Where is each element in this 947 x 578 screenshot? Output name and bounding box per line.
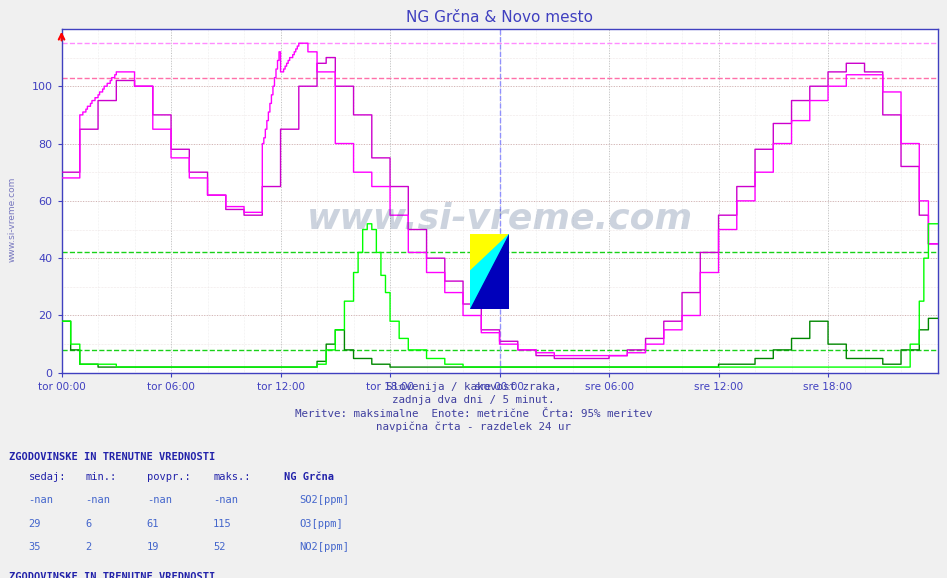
Text: 52: 52 (213, 542, 225, 551)
Text: Slovenija / kakovost zraka,: Slovenija / kakovost zraka, (385, 382, 562, 392)
Polygon shape (470, 234, 509, 309)
Text: -nan: -nan (85, 495, 110, 505)
Text: maks.:: maks.: (213, 472, 251, 482)
Text: NG Grčna: NG Grčna (284, 472, 334, 482)
Text: 35: 35 (28, 542, 41, 551)
Polygon shape (470, 234, 509, 272)
Title: NG Grčna & Novo mesto: NG Grčna & Novo mesto (406, 10, 593, 25)
Text: navpična črta - razdelek 24 ur: navpična črta - razdelek 24 ur (376, 421, 571, 432)
Polygon shape (470, 234, 509, 309)
Text: povpr.:: povpr.: (147, 472, 190, 482)
Text: O3[ppm]: O3[ppm] (299, 518, 343, 528)
Text: 2: 2 (85, 542, 92, 551)
Text: 115: 115 (213, 518, 232, 528)
Text: -nan: -nan (213, 495, 238, 505)
Text: 6: 6 (85, 518, 92, 528)
Text: ZGODOVINSKE IN TRENUTNE VREDNOSTI: ZGODOVINSKE IN TRENUTNE VREDNOSTI (9, 572, 216, 578)
Text: Meritve: maksimalne  Enote: metrične  Črta: 95% meritev: Meritve: maksimalne Enote: metrične Črta… (295, 409, 652, 418)
Text: www.si-vreme.com: www.si-vreme.com (307, 201, 692, 235)
Text: -nan: -nan (147, 495, 171, 505)
Text: SO2[ppm]: SO2[ppm] (299, 495, 349, 505)
Text: 61: 61 (147, 518, 159, 528)
Text: sedaj:: sedaj: (28, 472, 66, 482)
Text: 19: 19 (147, 542, 159, 551)
Text: zadnja dva dni / 5 minut.: zadnja dva dni / 5 minut. (392, 395, 555, 405)
Text: min.:: min.: (85, 472, 116, 482)
Text: 29: 29 (28, 518, 41, 528)
Text: NO2[ppm]: NO2[ppm] (299, 542, 349, 551)
Text: ZGODOVINSKE IN TRENUTNE VREDNOSTI: ZGODOVINSKE IN TRENUTNE VREDNOSTI (9, 451, 216, 461)
Text: www.si-vreme.com: www.si-vreme.com (8, 177, 17, 262)
Text: -nan: -nan (28, 495, 53, 505)
